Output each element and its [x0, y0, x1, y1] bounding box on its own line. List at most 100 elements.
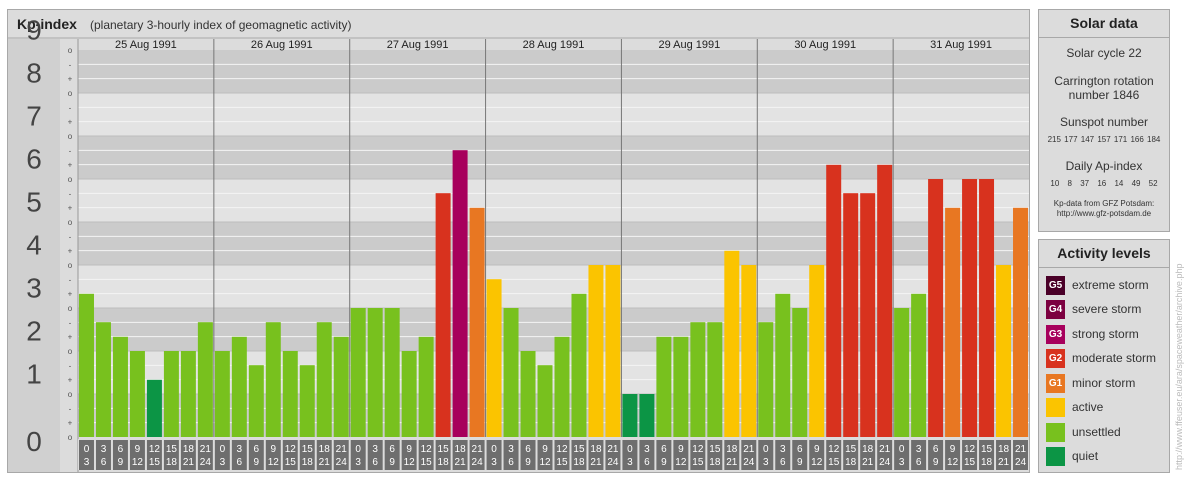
- level-swatch: [1046, 398, 1065, 417]
- interval-end-label: 18: [302, 457, 314, 468]
- interval-end-label: 6: [780, 457, 786, 468]
- interval-start-label: 0: [491, 444, 497, 455]
- interval-end-label: 9: [118, 457, 124, 468]
- kp-bar: [758, 322, 774, 437]
- y-subtick-label: +: [68, 376, 73, 385]
- interval-start-label: 3: [644, 444, 650, 455]
- interval-cell: [928, 440, 944, 470]
- y-subtick-label: +: [68, 75, 73, 84]
- interval-end-label: 21: [319, 457, 331, 468]
- kp-bar: [486, 279, 502, 437]
- interval-cell: [894, 440, 910, 470]
- kp-bar: [860, 193, 876, 437]
- interval-end-label: 3: [491, 457, 497, 468]
- interval-cell: [741, 440, 757, 470]
- interval-end-label: 21: [998, 457, 1010, 468]
- kp-bar: [945, 207, 961, 437]
- interval-end-label: 15: [149, 457, 161, 468]
- y-tick-label: 7: [26, 101, 42, 132]
- kp-bar: [435, 193, 451, 437]
- kp-bar: [639, 394, 655, 437]
- kp-bar: [401, 351, 417, 437]
- interval-start-label: 12: [556, 444, 568, 455]
- y-subtick-label: -: [69, 103, 72, 112]
- kp-bar: [350, 308, 366, 437]
- y-subtick-label: +: [68, 419, 73, 428]
- y-tick-label: 5: [26, 187, 42, 218]
- kp-bar: [452, 150, 468, 437]
- interval-cell: [214, 440, 230, 470]
- interval-cell: [911, 440, 927, 470]
- kp-chart: Kp-index (planetary 3-hourly index of geo…: [8, 15, 1029, 472]
- interval-start-label: 21: [200, 444, 212, 455]
- kp-bar: [333, 336, 349, 437]
- kp-bar: [741, 265, 757, 437]
- interval-cell: [1013, 440, 1028, 470]
- interval-cell: [316, 440, 332, 470]
- y-tick-label: 2: [26, 316, 42, 347]
- kp-chart-panel: Kp-index (planetary 3-hourly index of geo…: [7, 9, 1030, 473]
- interval-cell: [163, 440, 179, 470]
- interval-cell: [265, 440, 281, 470]
- kp-bar: [894, 308, 910, 437]
- interval-cell: [724, 440, 740, 470]
- interval-start-label: 0: [899, 444, 905, 455]
- y-tick-label: 1: [26, 359, 42, 390]
- interval-start-label: 18: [319, 444, 331, 455]
- y-subtick-label: -: [69, 189, 72, 198]
- interval-end-label: 21: [862, 457, 874, 468]
- level-swatch: G5: [1046, 276, 1065, 295]
- kp-bar: [163, 351, 179, 437]
- level-swatch: G3: [1046, 325, 1065, 344]
- y-subtick-label: +: [68, 290, 73, 299]
- kp-bar: [214, 351, 230, 437]
- interval-start-label: 15: [166, 444, 178, 455]
- kp-bar: [316, 322, 332, 437]
- interval-end-label: 6: [237, 457, 243, 468]
- interval-end-label: 21: [726, 457, 738, 468]
- y-band: [78, 136, 1029, 179]
- interval-start-label: 12: [285, 444, 297, 455]
- interval-end-label: 12: [675, 457, 687, 468]
- y-subtick-label: -: [69, 60, 72, 69]
- kp-bar: [146, 379, 162, 437]
- interval-cell: [537, 440, 553, 470]
- kp-bar: [843, 193, 859, 437]
- interval-start-label: 6: [118, 444, 124, 455]
- interval-cell: [520, 440, 536, 470]
- chart-subtitle: (planetary 3-hourly index of geomagnetic…: [90, 18, 351, 32]
- kp-bar: [554, 336, 570, 437]
- interval-start-label: 9: [678, 444, 684, 455]
- y-tick-label: 8: [26, 58, 42, 89]
- interval-end-label: 24: [1015, 457, 1027, 468]
- kp-bar: [282, 351, 298, 437]
- interval-start-label: 12: [964, 444, 976, 455]
- sunspot-title: Sunspot number: [1059, 115, 1149, 129]
- interval-start-label: 0: [627, 444, 633, 455]
- y-subtick-label: +: [68, 247, 73, 256]
- interval-start-label: 21: [336, 444, 348, 455]
- kp-bar: [962, 179, 978, 437]
- interval-end-label: 9: [525, 457, 531, 468]
- interval-start-label: 15: [845, 444, 857, 455]
- kp-bar: [537, 365, 553, 437]
- interval-end-label: 15: [964, 457, 976, 468]
- credit-link[interactable]: http://www.ffeuser.eu/ara/spaceweather/a…: [1174, 263, 1184, 470]
- interval-start-label: 9: [814, 444, 820, 455]
- interval-start-label: 21: [472, 444, 484, 455]
- interval-cell: [571, 440, 587, 470]
- interval-start-label: 9: [542, 444, 548, 455]
- y-band: [78, 93, 1029, 136]
- interval-end-label: 18: [573, 457, 585, 468]
- y-subtick-label: o: [68, 175, 73, 184]
- interval-start-label: 9: [406, 444, 412, 455]
- interval-cell: [996, 440, 1012, 470]
- level-label: minor storm: [1072, 376, 1136, 390]
- day-label: 31 Aug 1991: [930, 39, 992, 51]
- interval-start-label: 0: [84, 444, 90, 455]
- kp-bar: [231, 336, 247, 437]
- y-subtick-label: o: [68, 132, 73, 141]
- interval-end-label: 15: [285, 457, 297, 468]
- interval-cell: [231, 440, 247, 470]
- interval-start-label: 15: [709, 444, 721, 455]
